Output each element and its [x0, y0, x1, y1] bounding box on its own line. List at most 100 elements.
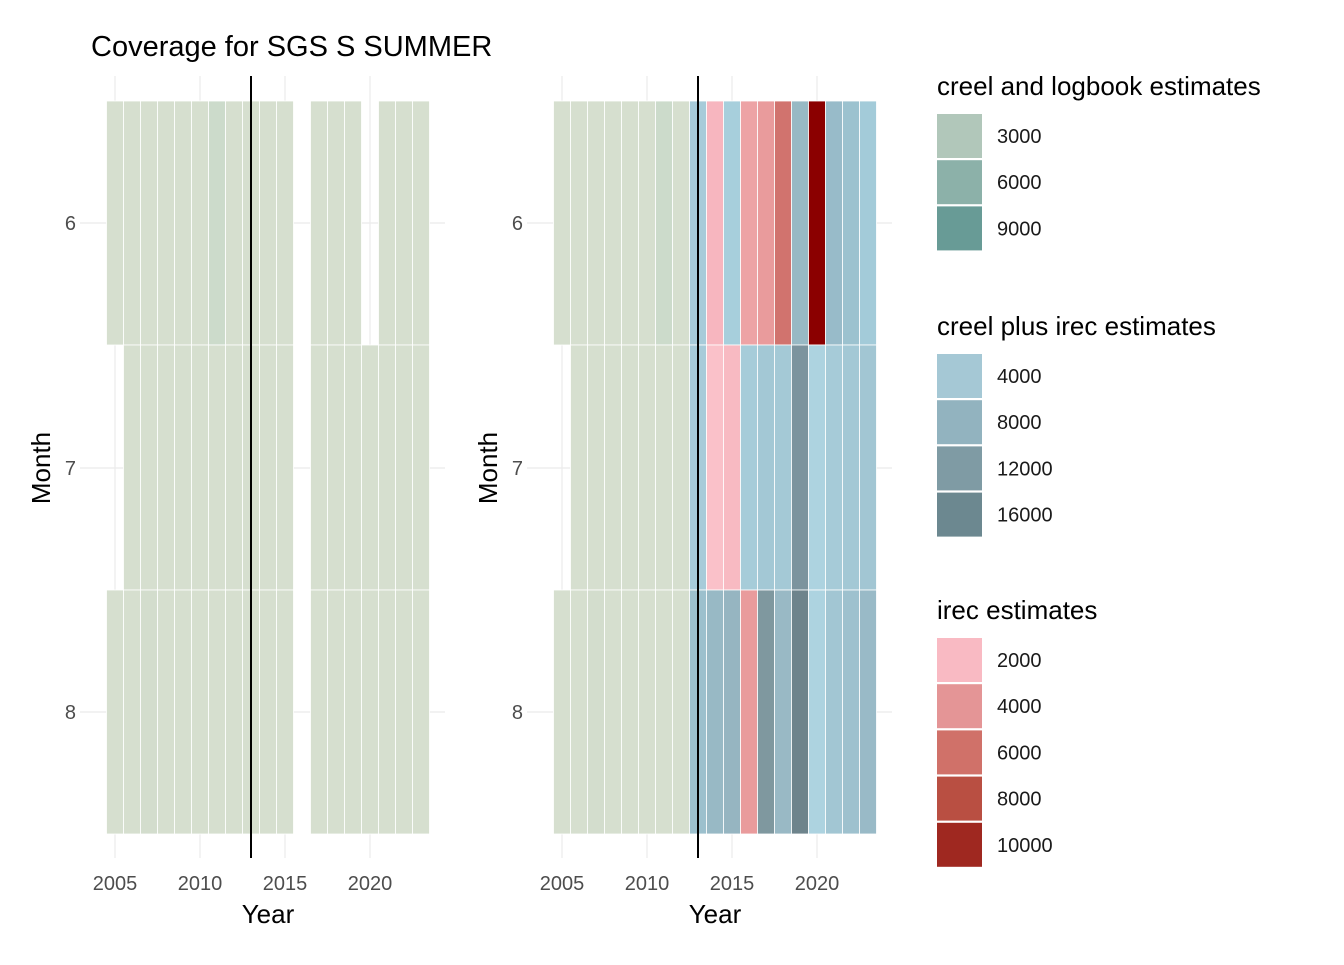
- right-x-axis-title: Year: [689, 899, 742, 929]
- heatmap-tile: [174, 100, 192, 346]
- heatmap-tile: [140, 100, 158, 346]
- x-tick-label: 2015: [710, 873, 755, 895]
- legend-label: 6000: [997, 742, 1042, 764]
- x-tick-label: 2015: [263, 873, 308, 895]
- legend-label: 2000: [997, 650, 1042, 672]
- heatmap-tile: [327, 589, 345, 835]
- heatmap-tile: [157, 589, 175, 835]
- heatmap-tile: [225, 589, 243, 835]
- heatmap-tile: [157, 344, 175, 591]
- heatmap-tile: [310, 589, 328, 835]
- heatmap-tile: [842, 589, 860, 835]
- chart-title: Coverage for SGS S SUMMER: [91, 31, 492, 63]
- heatmap-tile: [344, 344, 362, 591]
- heatmap-tile: [327, 344, 345, 591]
- heatmap-tile: [706, 100, 724, 346]
- legend-label: 10000: [997, 835, 1053, 857]
- legend-label: 8000: [997, 412, 1042, 434]
- heatmap-tile: [570, 344, 588, 591]
- heatmap-tile: [553, 100, 571, 346]
- legend-title: creel plus irec estimates: [937, 311, 1216, 341]
- heatmap-tile: [604, 589, 622, 835]
- legend-key: [937, 160, 982, 205]
- heatmap-tile: [859, 589, 877, 835]
- heatmap-tile: [842, 100, 860, 346]
- heatmap-tile: [791, 344, 809, 591]
- heatmap-tile: [757, 100, 775, 346]
- heatmap-tile: [655, 344, 673, 591]
- legend-key: [937, 492, 982, 537]
- heatmap-tile: [395, 100, 413, 346]
- heatmap-tile: [276, 589, 294, 835]
- legend-label: 6000: [997, 172, 1042, 194]
- heatmap-tile: [395, 344, 413, 591]
- heatmap-tile: [621, 100, 639, 346]
- heatmap-tile: [825, 589, 843, 835]
- right-heatmap-panel: 2005 2010 2015 2020 6 7 8: [512, 76, 892, 895]
- heatmap-tile: [378, 344, 396, 591]
- heatmap-tile: [570, 100, 588, 346]
- legend-key: [937, 354, 982, 398]
- heatmap-tile: [740, 589, 758, 835]
- heatmap-tile: [587, 344, 605, 591]
- heatmap-tile: [842, 344, 860, 591]
- heatmap-tile: [225, 100, 243, 346]
- heatmap-tile: [808, 100, 826, 346]
- legend-label: 16000: [997, 505, 1053, 527]
- legend-label: 4000: [997, 696, 1042, 718]
- heatmap-tile: [310, 100, 328, 346]
- heatmap-tile: [553, 589, 571, 835]
- y-tick-label: 8: [512, 702, 523, 724]
- left-heatmap-panel: 2005 2010 2015 2020 6 7 8: [65, 76, 445, 895]
- heatmap-tile: [378, 589, 396, 835]
- heatmap-tile: [140, 344, 158, 591]
- heatmap-tile: [259, 344, 277, 591]
- x-tick-label: 2020: [348, 873, 393, 895]
- y-tick-label: 7: [65, 458, 76, 480]
- heatmap-tile: [123, 100, 141, 346]
- heatmap-tile: [276, 344, 294, 591]
- heatmap-tile: [225, 344, 243, 591]
- heatmap-tile: [259, 589, 277, 835]
- heatmap-tile: [723, 100, 741, 346]
- legend-key: [937, 638, 982, 682]
- legend-label: 4000: [997, 366, 1042, 388]
- heatmap-tile: [774, 589, 792, 835]
- legend-label: 3000: [997, 126, 1042, 148]
- heatmap-tile: [808, 344, 826, 591]
- heatmap-tile: [672, 344, 690, 591]
- heatmap-tile: [774, 100, 792, 346]
- heatmap-tile: [208, 589, 226, 835]
- heatmap-tile: [344, 589, 362, 835]
- heatmap-tile: [106, 100, 124, 346]
- legend-title: creel and logbook estimates: [937, 71, 1261, 101]
- legend-key: [937, 684, 982, 729]
- heatmap-tile: [106, 589, 124, 835]
- heatmap-tile: [276, 100, 294, 346]
- heatmap-tile: [655, 589, 673, 835]
- heatmap-tile: [723, 589, 741, 835]
- y-tick-label: 6: [65, 213, 76, 235]
- heatmap-tile: [174, 589, 192, 835]
- heatmap-tile: [672, 100, 690, 346]
- heatmap-tile: [191, 589, 209, 835]
- heatmap-tile: [672, 589, 690, 835]
- x-tick-label: 2005: [540, 873, 585, 895]
- heatmap-tile: [621, 344, 639, 591]
- left-x-axis-title: Year: [242, 899, 295, 929]
- heatmap-tile: [140, 589, 158, 835]
- legend-area: creel and logbook estimates 3000 6000 9000 c…: [937, 71, 1261, 867]
- legend-key: [937, 114, 982, 158]
- heatmap-tile: [191, 100, 209, 346]
- legend-key: [937, 400, 982, 445]
- heatmap-tile: [740, 100, 758, 346]
- heatmap-tile: [191, 344, 209, 591]
- heatmap-tile: [570, 589, 588, 835]
- heatmap-tile: [208, 100, 226, 346]
- heatmap-tile: [638, 589, 656, 835]
- heatmap-tile: [757, 344, 775, 591]
- y-tick-label: 7: [512, 458, 523, 480]
- heatmap-tile: [638, 344, 656, 591]
- heatmap-tile: [723, 344, 741, 591]
- heatmap-tile: [327, 100, 345, 346]
